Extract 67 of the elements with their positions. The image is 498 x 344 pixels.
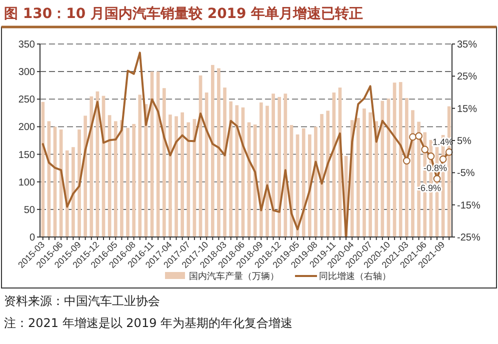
point — [402, 157, 410, 164]
y2-tick-label: -5% — [457, 168, 475, 180]
bar — [65, 150, 69, 237]
bar — [72, 147, 75, 237]
legend-label: 国内汽车产量（万辆） — [189, 271, 279, 282]
bar — [405, 98, 408, 237]
text: 注：2021 年增速是以 2019 年为基期的年化复合增速 — [4, 316, 293, 330]
bar — [120, 120, 124, 237]
y-tick-label: 200 — [18, 122, 36, 134]
bar — [126, 128, 130, 237]
bar — [326, 110, 330, 237]
bar — [168, 114, 172, 237]
y2-tick-label: 15% — [457, 104, 478, 115]
y-tick-label: 0 — [29, 232, 36, 244]
bar — [229, 101, 233, 237]
bar — [278, 96, 282, 237]
bar — [284, 94, 288, 237]
point — [427, 152, 435, 160]
bar — [78, 129, 81, 237]
y-tick-label: 50 — [24, 204, 36, 216]
bar — [217, 68, 220, 237]
point — [439, 155, 447, 163]
bar — [162, 88, 166, 237]
bar — [411, 110, 414, 237]
y-tick-label: 350 — [18, 40, 36, 50]
bar — [259, 102, 263, 237]
bar — [266, 106, 269, 237]
legend-label: 同比增速（右轴） — [319, 271, 391, 282]
bar — [204, 92, 208, 237]
bar — [272, 94, 275, 237]
y2-tick-label: 5% — [457, 136, 472, 147]
bar — [174, 116, 178, 237]
y-tick-label: 250 — [18, 94, 36, 106]
bar — [320, 114, 324, 237]
bar — [356, 118, 360, 237]
data-label: -6.9% — [417, 182, 441, 193]
bar — [90, 96, 94, 237]
bar — [302, 128, 306, 237]
bar — [132, 124, 136, 237]
point — [409, 133, 416, 141]
bar — [138, 94, 142, 237]
point — [421, 146, 429, 154]
y2-tick-label: 35% — [457, 40, 478, 50]
point — [433, 175, 441, 182]
bar — [114, 121, 118, 237]
bar — [186, 122, 190, 237]
bar — [235, 105, 239, 237]
y-tick-label: 300 — [18, 67, 36, 78]
bar — [41, 102, 45, 237]
bar — [308, 134, 312, 237]
bar — [314, 126, 318, 237]
text: 资料来源：中国汽车工业协会 — [4, 294, 160, 308]
y-tick-label: 150 — [18, 150, 36, 161]
bar — [84, 116, 87, 237]
bar — [180, 112, 184, 237]
bar — [253, 124, 257, 237]
point — [415, 132, 423, 140]
bar — [210, 64, 214, 237]
y-tick-label: 100 — [18, 177, 36, 188]
y2-tick-label: 25% — [457, 72, 478, 83]
y2-tick-label: -15% — [457, 200, 480, 212]
bar — [368, 112, 372, 237]
bar — [398, 82, 402, 237]
bar — [223, 88, 226, 237]
bar — [362, 108, 366, 237]
y2-tick-label: -25% — [457, 232, 480, 244]
chart-title: 图 130：10 月国内汽车销量较 2019 年单月增速已转正 — [4, 5, 364, 22]
